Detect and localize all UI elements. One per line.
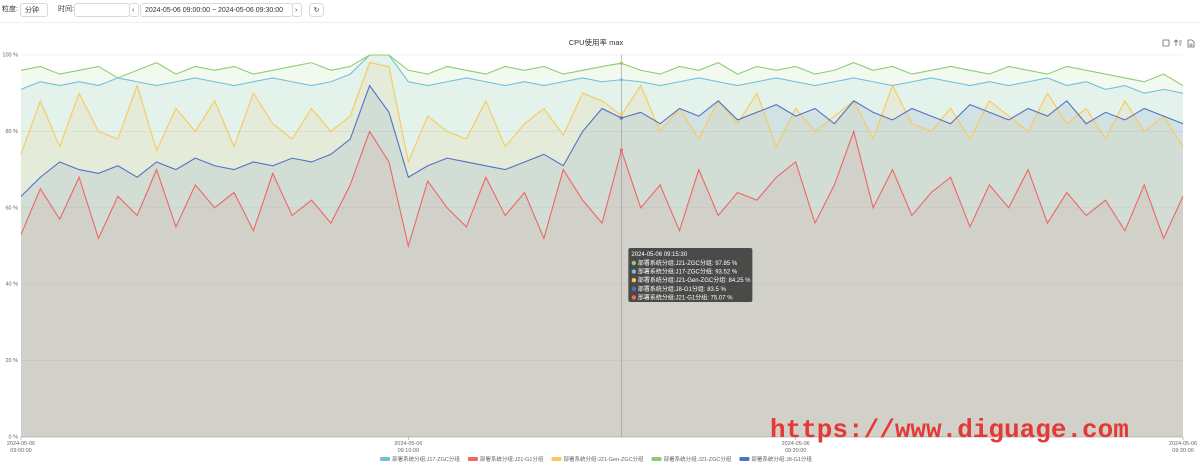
granularity-value: 分钟 xyxy=(25,7,39,14)
x-tick-line: 2024-05-06 xyxy=(782,441,810,447)
legend-swatch xyxy=(651,457,662,461)
x-tick-line: 2024-05-06 xyxy=(1169,441,1197,447)
tooltip-item: 部署系统分组:J8-G1分组: 83.5 % xyxy=(638,284,727,292)
export-icon[interactable] xyxy=(1187,39,1195,48)
y-tick-label: 20 % xyxy=(5,358,18,364)
tooltip-dot xyxy=(631,269,637,274)
x-tick-line: 09:10:00 xyxy=(398,448,419,454)
granularity-select[interactable]: 分钟 xyxy=(20,3,48,17)
x-tick-label: 2024-05-06 09:20:00 xyxy=(782,441,810,454)
y-tick-label: 100 % xyxy=(2,52,18,58)
series-line xyxy=(20,54,1184,94)
x-tick-label: 2024-05-06 09:00:00 xyxy=(7,441,35,454)
watermark: https://www.diguage.com xyxy=(770,415,1129,445)
range-picker[interactable]: 2024-05-06 09:00:00 ~ 2024-05-06 09:30:0… xyxy=(140,3,293,17)
areas xyxy=(21,55,1183,437)
x-tick-line: 09:30:00 xyxy=(1172,448,1193,454)
fullscreen-icon[interactable] xyxy=(1162,39,1170,47)
tooltip-name: 部署系统分组:J21-ZGC分组 xyxy=(638,259,712,267)
next-button[interactable]: › xyxy=(292,3,302,17)
x-tick-line: 09:00:00 xyxy=(10,448,31,454)
cursor-point xyxy=(619,113,623,117)
cursor-point xyxy=(619,148,623,152)
series-area xyxy=(21,62,1183,437)
tooltip-value: 84.25 % xyxy=(729,278,752,284)
tooltip-item: 部署系统分组:J17-ZGC分组: 93.52 % xyxy=(638,267,738,275)
legend-label: 部署系统分组:J21-Gen-ZGC分组 xyxy=(563,455,644,463)
tooltip-value: 97.85 % xyxy=(715,261,738,267)
tooltip-item: 部署系统分组:J21-G1分组: 75.07 % xyxy=(638,293,733,301)
series-line xyxy=(20,54,1184,87)
refresh-button[interactable]: ↻ xyxy=(309,3,324,17)
x-tick-label: 2024-05-06 09:10:00 xyxy=(394,441,422,454)
time-label: 时间: xyxy=(58,6,74,13)
legend-swatch xyxy=(380,457,391,461)
tooltip-item: 部署系统分组:J21-Gen-ZGC分组: 84.25 % xyxy=(638,276,751,284)
legend-label: 部署系统分组:J17-ZGC分组 xyxy=(392,455,460,463)
cursor-point xyxy=(619,78,623,82)
tooltip-name: 部署系统分组:J21-Gen-ZGC分组 xyxy=(638,276,725,284)
tooltip-item: 部署系统分组:J21-ZGC分组: 97.85 % xyxy=(638,259,738,267)
tooltip-box xyxy=(628,248,753,302)
tooltip-sep: : xyxy=(704,286,707,292)
granularity-label: 粒度: xyxy=(2,6,18,13)
legend-swatch xyxy=(551,457,562,461)
series-area xyxy=(21,131,1183,437)
cursor-point xyxy=(619,61,623,65)
series-area xyxy=(21,85,1183,437)
legend-swatch xyxy=(739,457,750,461)
y-tick-label: 60 % xyxy=(5,205,18,211)
y-tick-label: 0 % xyxy=(9,434,19,440)
x-tick-line: 2024-05-06 xyxy=(394,441,422,447)
tooltip-value: 75.07 % xyxy=(711,295,734,301)
tooltip-sep: : xyxy=(725,278,728,284)
legend-label: 部署系统分组:J21-G1分组 xyxy=(480,455,544,463)
series-line xyxy=(20,62,1184,164)
tooltip-sep: : xyxy=(707,295,710,301)
tooltip-value: 83.5 % xyxy=(707,286,726,292)
legend-label: 部署系统分组:J8-G1分组 xyxy=(751,455,812,463)
legend: 部署系统分组:J17-ZGC分组 部署系统分组:J21-G1分组 部署系统分组:J2… xyxy=(380,455,812,463)
x-tick-line: 09:20:00 xyxy=(785,448,806,454)
y-tick-label: 40 % xyxy=(5,282,18,288)
x-tick-line: 2024-05-06 xyxy=(7,441,35,447)
series-area xyxy=(21,55,1183,437)
tooltip-dot xyxy=(631,260,637,266)
toolbar: 粒度: 分钟 时间: ‹ 2024-05-06 09:00:00 ~ 2024-… xyxy=(0,0,1200,23)
x-tick-label: 2024-05-06 09:30:00 xyxy=(1169,441,1197,454)
tooltip-dot xyxy=(631,278,637,283)
tooltip-value: 93.52 % xyxy=(715,269,738,275)
tooltip-dot xyxy=(631,295,637,300)
legend-swatch xyxy=(467,457,478,461)
tooltip-dot xyxy=(631,286,637,291)
series-line xyxy=(20,84,1184,197)
tooltip-name: 部署系统分组:J17-ZGC分组 xyxy=(638,267,712,275)
tooltip-name: 部署系统分组:J8-G1分组 xyxy=(638,284,704,292)
legend-label: 部署系统分组:J21-ZGC分组 xyxy=(664,455,732,463)
tooltip-name: 部署系统分组:J21-G1分组 xyxy=(638,293,707,301)
tooltip-sep: : xyxy=(712,269,715,275)
y-tick-label: 80 % xyxy=(5,129,18,135)
chart-title: CPU使用率 max xyxy=(569,37,624,47)
sort-icon[interactable] xyxy=(1173,39,1182,46)
tooltip-sep: : xyxy=(712,261,715,267)
chart-tools[interactable] xyxy=(1162,39,1195,48)
series-area xyxy=(21,55,1183,437)
lines xyxy=(20,54,1184,249)
prev-button[interactable]: ‹ xyxy=(129,3,139,17)
series-line xyxy=(20,129,1184,249)
tooltip-title: 2024-05-06 09:15:30 xyxy=(631,252,687,258)
cursor-point xyxy=(619,116,623,120)
range-value: 2024-05-06 09:00:00 ~ 2024-05-06 09:30:0… xyxy=(145,7,283,14)
